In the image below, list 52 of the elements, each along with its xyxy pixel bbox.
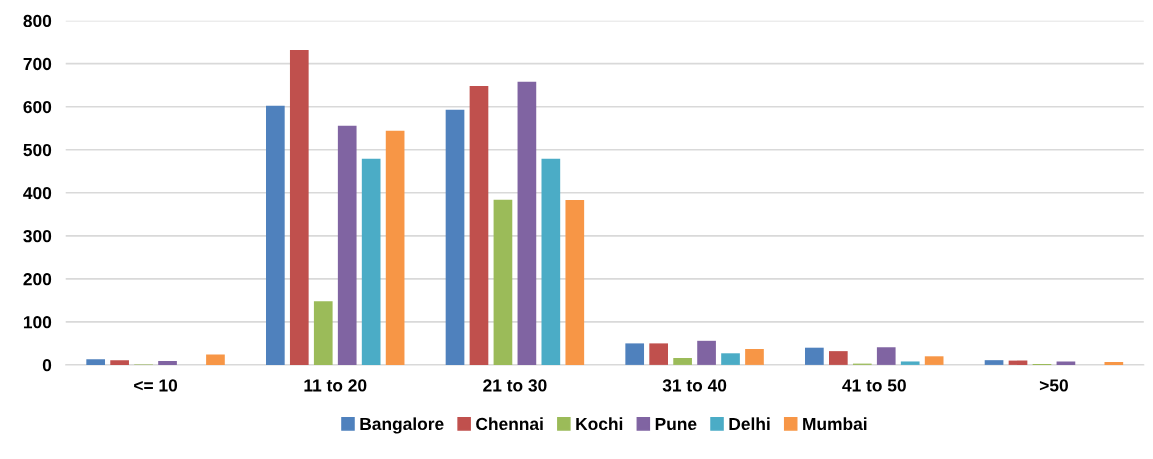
bar xyxy=(625,343,645,365)
bar xyxy=(86,359,106,365)
bar xyxy=(158,361,177,365)
bar xyxy=(493,199,513,365)
bar xyxy=(445,109,465,365)
bar xyxy=(1056,361,1076,365)
bar xyxy=(745,348,764,365)
bar xyxy=(697,340,716,365)
y-tick-label: 0 xyxy=(42,359,52,372)
bar xyxy=(289,49,309,365)
bar xyxy=(805,347,824,365)
bar xyxy=(206,354,225,365)
x-tick-label: 41 to 50 xyxy=(842,379,906,392)
bar xyxy=(517,81,537,365)
x-tick-label: <= 10 xyxy=(134,379,178,392)
legend-label: Chennai xyxy=(476,417,543,431)
x-tick-label: >50 xyxy=(1039,379,1068,392)
x-tick-label: 11 to 20 xyxy=(304,379,367,392)
y-tick-label: 700 xyxy=(23,57,52,71)
bar xyxy=(984,360,1004,365)
bar xyxy=(266,105,285,365)
bar xyxy=(361,158,381,365)
bar xyxy=(876,347,896,365)
bar xyxy=(1104,361,1124,365)
y-tick-label: 600 xyxy=(23,100,52,114)
legend-label: Bangalore xyxy=(360,417,444,434)
y-tick-label: 500 xyxy=(23,143,52,157)
legend-label: Pune xyxy=(655,418,697,431)
y-tick-label: 100 xyxy=(23,316,52,329)
bar xyxy=(1008,360,1028,365)
y-tick-label: 200 xyxy=(23,273,52,286)
bar xyxy=(649,343,668,365)
bar xyxy=(337,125,357,365)
x-tick-label: 31 to 40 xyxy=(662,379,727,392)
bar xyxy=(721,353,740,365)
legend-label: Delhi xyxy=(729,417,770,431)
legend-label: Kochi xyxy=(576,417,623,431)
bar xyxy=(110,360,129,365)
bar xyxy=(541,158,561,365)
bar xyxy=(828,351,848,365)
y-tick-label: 300 xyxy=(23,229,52,243)
bar xyxy=(385,130,405,365)
y-tick-label: 400 xyxy=(23,186,52,200)
bar xyxy=(673,358,692,365)
bar xyxy=(313,301,333,365)
bar xyxy=(565,200,585,365)
x-tick-label: 21 to 30 xyxy=(483,379,547,392)
bar xyxy=(469,86,489,365)
y-tick-label: 800 xyxy=(23,14,52,28)
bar xyxy=(900,361,920,365)
legend-label: Mumbai xyxy=(803,417,867,431)
bar xyxy=(924,356,944,365)
